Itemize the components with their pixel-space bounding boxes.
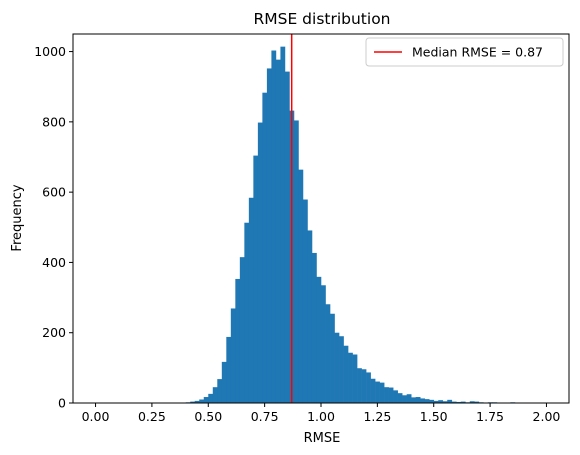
- histogram-bar: [447, 399, 453, 403]
- histogram-bar: [388, 387, 394, 403]
- histogram-bar: [348, 352, 353, 403]
- histogram-bar: [253, 155, 259, 403]
- histogram-bar: [321, 285, 326, 403]
- histogram-bar: [248, 197, 254, 403]
- y-tick-label: 800: [42, 114, 66, 129]
- y-tick-label: 400: [42, 255, 66, 270]
- histogram-bar: [474, 401, 480, 403]
- x-tick-label: 0.50: [194, 409, 222, 424]
- x-tick-label: 1.75: [476, 409, 504, 424]
- histogram-bar: [415, 397, 421, 403]
- histogram-bar: [334, 332, 340, 403]
- histogram-bar: [302, 199, 308, 403]
- histogram-bar: [339, 336, 344, 403]
- x-axis-label: RMSE: [304, 431, 341, 446]
- histogram-bar: [316, 276, 322, 403]
- legend-entry-median: Median RMSE = 0.87: [412, 45, 543, 60]
- histogram-bar: [203, 397, 209, 403]
- histogram-bar: [469, 401, 475, 403]
- x-tick-label: 2.00: [533, 409, 561, 424]
- x-tick-label: 1.50: [420, 409, 448, 424]
- histogram-bar: [212, 387, 218, 403]
- histogram-bar: [343, 345, 349, 403]
- histogram-bar: [375, 381, 380, 403]
- histogram-bar: [226, 336, 232, 403]
- histogram-bar: [325, 304, 331, 403]
- histogram-bar: [438, 400, 444, 403]
- histogram-bar: [429, 399, 435, 403]
- histogram-bar: [366, 372, 371, 403]
- histogram-bar: [330, 313, 335, 403]
- histogram-bar: [433, 400, 439, 403]
- histogram-bar: [284, 71, 290, 403]
- y-tick-label: 600: [42, 185, 66, 200]
- x-tick-label: 1.25: [363, 409, 391, 424]
- y-axis-ticks: 0 200 400 600 800 1000: [34, 44, 73, 411]
- histogram-bar: [293, 120, 299, 403]
- x-tick-label: 0.25: [138, 409, 166, 424]
- histogram-bar: [406, 394, 412, 403]
- histogram-bar: [451, 401, 457, 403]
- histogram-bar: [239, 257, 245, 403]
- histogram-bar: [424, 399, 430, 403]
- histogram-bar: [384, 387, 389, 403]
- histogram-bar: [266, 68, 272, 403]
- histogram-bar: [456, 401, 462, 403]
- y-tick-label: 0: [58, 396, 66, 411]
- histogram-bar: [257, 122, 263, 403]
- histogram-bar: [217, 379, 223, 403]
- histogram-bar: [271, 50, 277, 404]
- histogram-bar: [402, 395, 407, 403]
- histogram-bar: [275, 59, 281, 404]
- histogram-bar: [460, 401, 466, 403]
- histogram-bar: [361, 369, 367, 403]
- histogram-bar: [199, 399, 205, 403]
- y-axis-label: Frequency: [10, 184, 25, 251]
- histogram-bar: [411, 397, 416, 403]
- histogram-bar: [208, 393, 214, 403]
- y-tick-label: 1000: [34, 44, 66, 59]
- histogram-bar: [357, 368, 362, 403]
- histogram-bar: [352, 354, 358, 403]
- x-tick-label: 0.00: [82, 409, 110, 424]
- histogram-bar: [298, 169, 304, 403]
- histogram-bar: [194, 400, 200, 403]
- histogram-bar: [244, 222, 250, 403]
- histogram-bar: [311, 252, 317, 403]
- histogram-bar: [393, 390, 398, 403]
- chart-title: RMSE distribution: [253, 10, 390, 28]
- x-tick-label: 0.75: [251, 409, 279, 424]
- histogram-bar: [221, 361, 227, 403]
- legend-box: [365, 37, 564, 67]
- x-tick-label: 1.00: [307, 409, 335, 424]
- histogram-bar: [307, 230, 313, 403]
- histogram-bar: [442, 401, 448, 403]
- histogram-bar: [280, 46, 286, 404]
- legend: Median RMSE = 0.87: [365, 37, 564, 67]
- histogram-bar: [262, 92, 268, 403]
- histogram-bar: [235, 278, 241, 403]
- x-axis-ticks: 0.00 0.25 0.50 0.75 1.00 1.25 1.50 1.75 2.00: [82, 403, 561, 424]
- y-tick-label: 200: [42, 325, 66, 340]
- histogram-bar: [190, 401, 196, 403]
- histogram-bar: [379, 382, 385, 403]
- histogram-bar: [397, 393, 403, 403]
- histogram-bar: [370, 378, 376, 403]
- histogram-bar: [230, 308, 236, 403]
- histogram-bar: [420, 398, 426, 403]
